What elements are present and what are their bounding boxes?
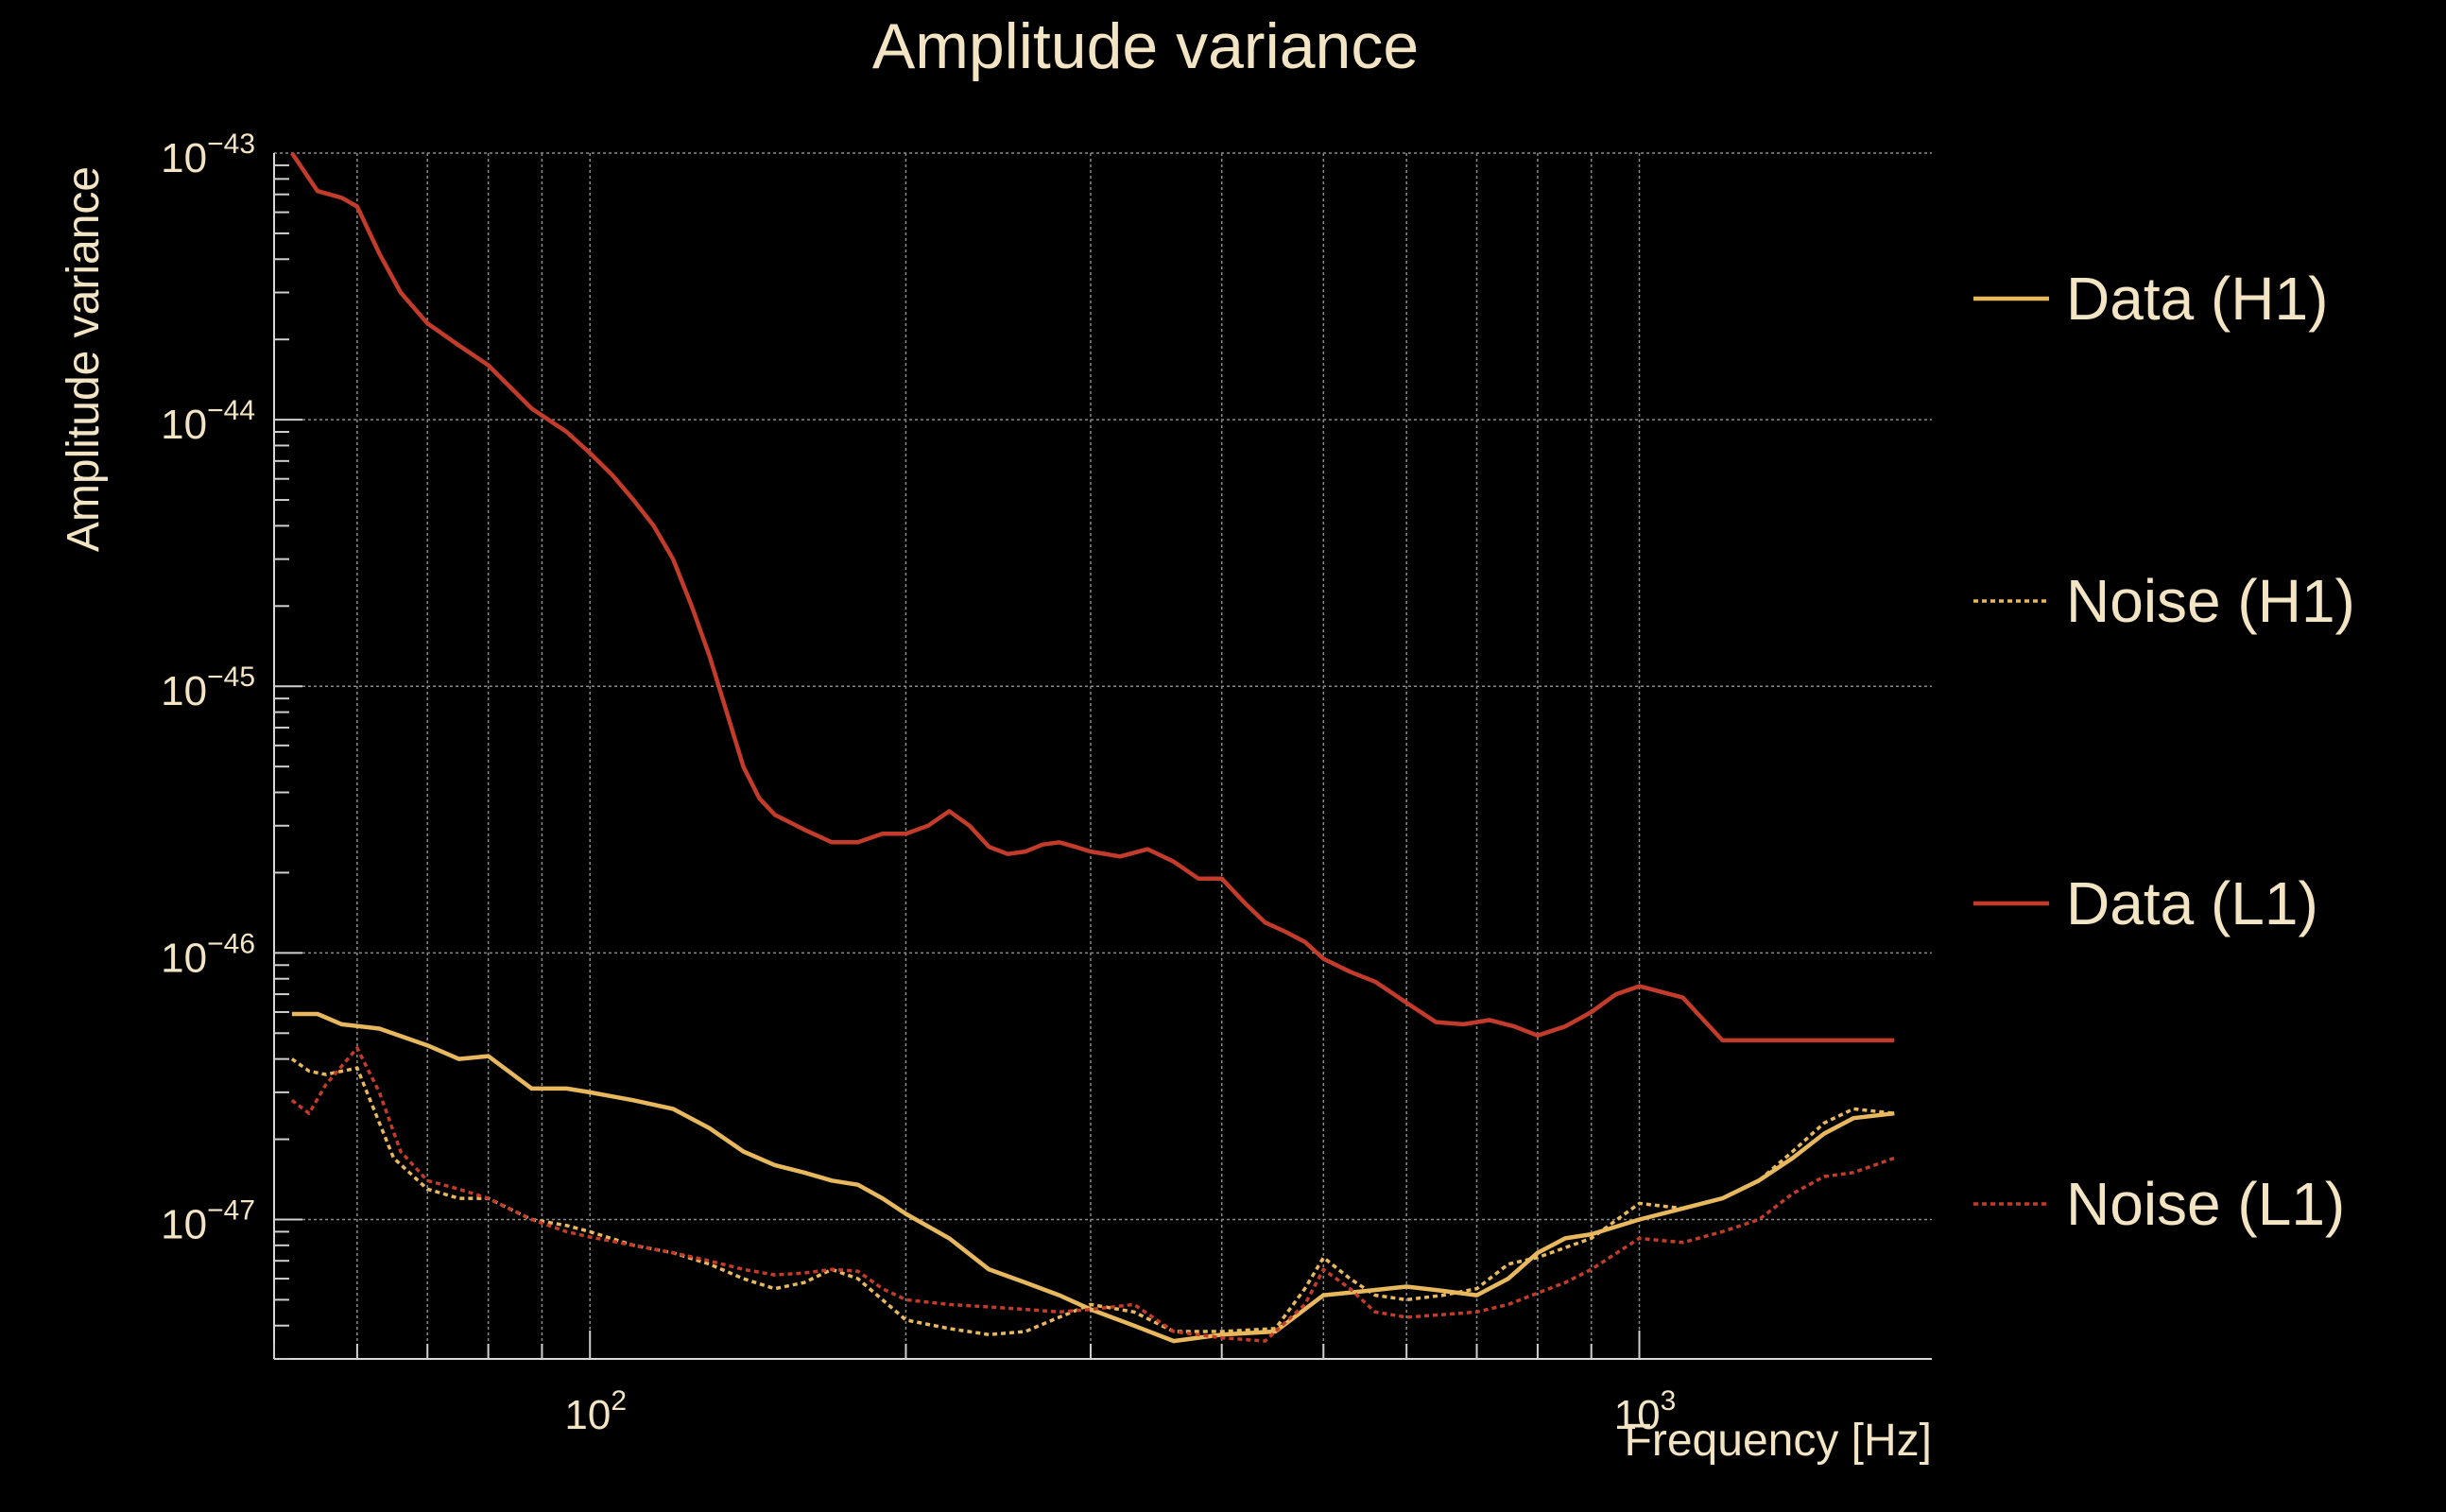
y-tick-label: 10−44 (161, 395, 255, 448)
legend-label: Noise (H1) (2066, 567, 2355, 635)
series-line-3 (290, 151, 1895, 1043)
axis-ticks (273, 163, 1641, 1360)
y-tick-label: 10−47 (161, 1194, 255, 1247)
series-lines (290, 151, 1895, 1344)
chart-title: Amplitude variance (872, 10, 1419, 82)
legend-label: Data (L1) (2066, 869, 2318, 937)
series-line-2 (290, 1057, 1895, 1337)
legend-label: Data (H1) (2066, 265, 2328, 333)
series-line-4 (290, 1046, 1895, 1343)
legend: Data (H1) Noise (H1) Data (L1) Noise (L1) (1973, 265, 2355, 1238)
y-axis-label: Amplitude variance (59, 166, 109, 552)
x-tick-label: 103 (1614, 1385, 1677, 1438)
y-tick-label: 10−46 (161, 928, 255, 981)
y-tick-label: 10−45 (161, 662, 255, 714)
legend-label: Noise (L1) (2066, 1170, 2345, 1238)
y-tick-label: 10−43 (161, 129, 255, 181)
series-line-1 (291, 1011, 1895, 1344)
x-tick-label: 102 (564, 1385, 627, 1438)
x-axis-label: Frequency [Hz] (1625, 1416, 1932, 1466)
grid-lines (273, 152, 1932, 1359)
x-tick-labels: 102 103 (564, 1385, 1676, 1438)
plot-frame (273, 153, 1932, 1360)
y-tick-labels: 10−43 10−44 10−45 10−46 10−47 (161, 129, 255, 1247)
